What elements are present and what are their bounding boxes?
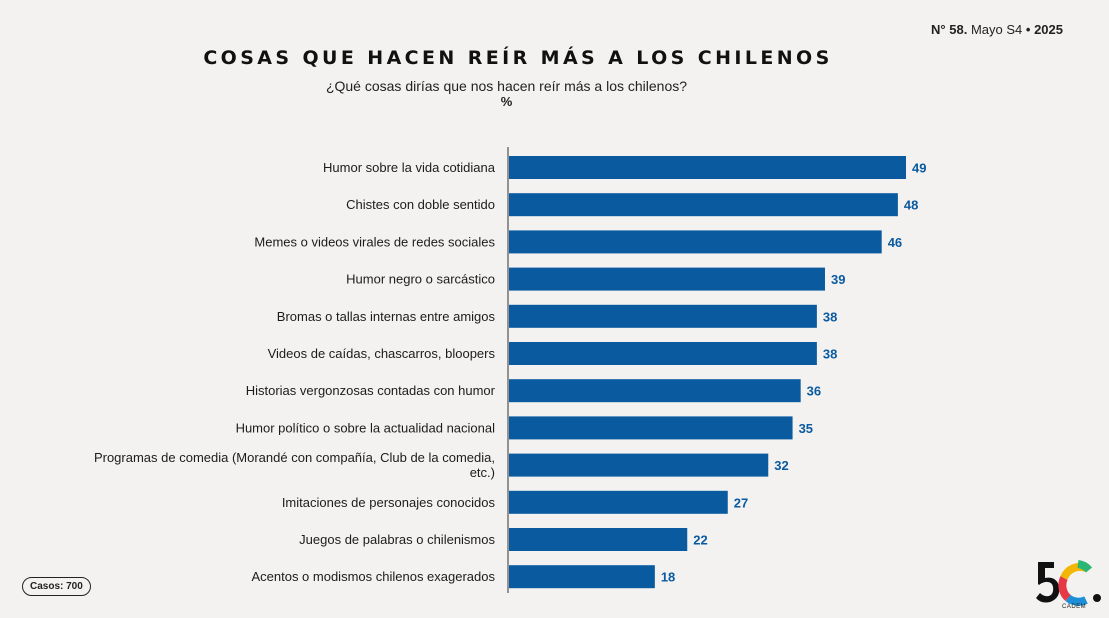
bar-value-label: 49 bbox=[912, 161, 926, 176]
bar bbox=[509, 156, 906, 179]
issue-number: 58. bbox=[949, 22, 968, 37]
bar bbox=[509, 528, 688, 551]
category-label: Imitaciones de personajes conocidos bbox=[282, 495, 496, 510]
cadem-logo bbox=[1036, 560, 1101, 606]
bar bbox=[509, 267, 825, 291]
bar-value-label: 38 bbox=[823, 309, 837, 324]
bar bbox=[509, 230, 882, 254]
issue-info: N° 58. Mayo S4 • 2025 bbox=[931, 22, 1063, 37]
bar-value-label: 39 bbox=[831, 272, 845, 287]
issue-period: Mayo S4 bbox=[970, 22, 1023, 37]
category-label: Chistes con doble sentido bbox=[346, 197, 495, 212]
issue-symbol: N° bbox=[931, 22, 946, 37]
cases-badge: Casos: 700 bbox=[22, 577, 91, 596]
bar bbox=[509, 379, 801, 403]
bar-value-label: 35 bbox=[799, 421, 813, 436]
chart-title: COSAS QUE HACEN REÍR MÁS A LOS CHILENOS bbox=[203, 47, 833, 69]
category-label: Humor sobre la vida cotidiana bbox=[323, 160, 496, 175]
category-label: Juegos de palabras o chilenismos bbox=[299, 532, 495, 547]
category-label: Historias vergonzosas contadas con humor bbox=[246, 383, 496, 398]
bar-value-label: 48 bbox=[904, 198, 918, 213]
category-label: Humor político o sobre la actualidad nac… bbox=[236, 420, 496, 435]
bar-value-label: 32 bbox=[774, 458, 788, 473]
logo-name: CADEM bbox=[1062, 604, 1087, 610]
bar bbox=[509, 416, 793, 440]
bar-value-label: 18 bbox=[661, 570, 675, 585]
bar-value-label: 36 bbox=[807, 384, 821, 399]
bar bbox=[509, 453, 769, 477]
chart-subtitle: ¿Qué cosas dirías que nos hacen reír más… bbox=[325, 78, 688, 94]
bar bbox=[509, 565, 655, 589]
category-label: Videos de caídas, chascarros, bloopers bbox=[268, 346, 496, 361]
bar bbox=[509, 304, 817, 328]
category-label: Programas de comedia (Morandé con compañ… bbox=[94, 450, 495, 480]
bar bbox=[509, 342, 817, 365]
category-label: Acentos o modismos chilenos exagerados bbox=[251, 569, 495, 584]
issue-separator: • bbox=[1025, 22, 1031, 37]
chart-unit: % bbox=[500, 94, 513, 109]
bar-value-label: 22 bbox=[693, 533, 707, 548]
issue-year: 2025 bbox=[1034, 22, 1063, 37]
bar bbox=[509, 193, 898, 217]
bar-value-label: 38 bbox=[823, 347, 837, 362]
category-label: Humor negro o sarcástico bbox=[346, 272, 495, 287]
category-label: Bromas o tallas internas entre amigos bbox=[277, 309, 496, 324]
bar bbox=[509, 490, 728, 514]
bar-value-label: 27 bbox=[734, 495, 748, 510]
bar-value-label: 46 bbox=[888, 235, 902, 250]
category-label: Memes o videos virales de redes sociales bbox=[254, 234, 495, 249]
